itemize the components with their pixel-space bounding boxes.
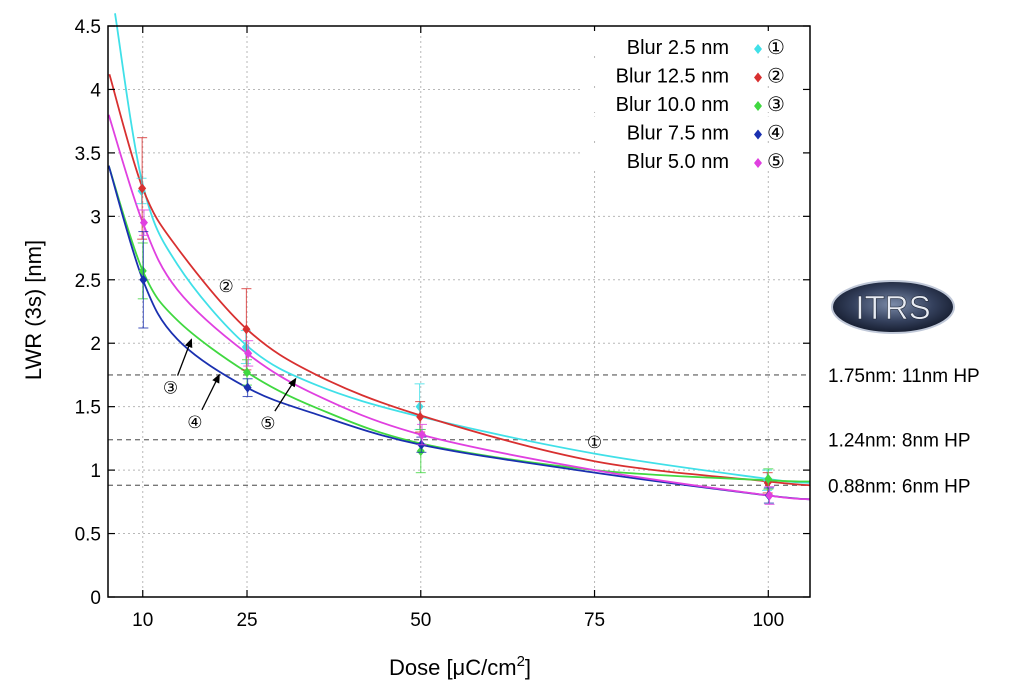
data-point-series-3 bbox=[138, 265, 147, 276]
reference-line-label: 1.75nm: 11nm HP bbox=[828, 366, 980, 387]
axis-ticks: 10 25 50 75 100 0 0.5 1 1.5 2 2.5 3 3.5 4 4.5 bbox=[75, 17, 810, 631]
legend-marker: ① bbox=[767, 37, 785, 59]
legend-label: Blur 2.5 nm bbox=[627, 37, 729, 59]
x-tick-label: 100 bbox=[752, 610, 784, 631]
data-point-series-5 bbox=[139, 217, 148, 228]
data-point-series-5 bbox=[244, 348, 253, 359]
legend: Blur 2.5 nm ① Blur 12.5 nm ② Blur 10.0 nm ③ Bl… bbox=[582, 31, 800, 173]
callout-label: ⑤ bbox=[260, 414, 275, 433]
data-point-series-2 bbox=[138, 183, 147, 194]
y-tick-label: 3 bbox=[90, 207, 101, 228]
itrs-logo: ITRS bbox=[831, 280, 955, 334]
data-points bbox=[136, 137, 775, 505]
callout-label: ① bbox=[587, 433, 602, 452]
reference-line-label: 0.88nm: 6nm HP bbox=[828, 476, 971, 497]
legend-background bbox=[582, 59, 800, 84]
fit-curve-series-4 bbox=[107, 165, 811, 501]
x-tick-label: 75 bbox=[584, 610, 605, 631]
legend-swatch bbox=[754, 129, 762, 140]
fit-curves bbox=[107, 13, 811, 501]
x-axis-label: Dose [μC/cm2] bbox=[389, 653, 531, 680]
y-tick-label: 2.5 bbox=[75, 271, 101, 292]
legend-label: Blur 12.5 nm bbox=[616, 66, 729, 88]
legend-background bbox=[582, 145, 800, 169]
y-tick-label: 3.5 bbox=[75, 144, 101, 165]
x-tick-label: 50 bbox=[410, 610, 431, 631]
reference-line-label: 1.24nm: 8nm HP bbox=[828, 431, 971, 452]
y-tick-label: 2 bbox=[90, 334, 101, 355]
y-tick-label: 0.5 bbox=[75, 525, 101, 546]
callout-label: ③ bbox=[163, 379, 178, 398]
legend-background bbox=[582, 116, 800, 141]
data-point-series-5 bbox=[765, 490, 774, 501]
legend-swatch bbox=[754, 101, 762, 111]
x-tick-label: 25 bbox=[236, 610, 257, 631]
legend-marker: ⑤ bbox=[767, 151, 785, 173]
legend-label: Blur 5.0 nm bbox=[627, 151, 729, 173]
data-point-series-3 bbox=[416, 446, 425, 457]
data-point-series-2 bbox=[242, 324, 251, 335]
legend-swatch bbox=[754, 44, 762, 54]
data-point-series-4 bbox=[139, 274, 148, 285]
annotations: ② ① ③④ ⑤ bbox=[163, 277, 602, 452]
y-tick-label: 4.5 bbox=[75, 17, 101, 38]
data-point-series-3 bbox=[243, 367, 252, 378]
callout-arrow bbox=[274, 377, 297, 412]
legend-marker: ② bbox=[767, 66, 785, 88]
y-tick-label: 4 bbox=[90, 80, 101, 101]
callout-arrow bbox=[176, 338, 193, 376]
legend-marker: ④ bbox=[767, 123, 785, 145]
reference-lines: 1.75nm: 11nm HP 1.24nm: 8nm HP 0.88nm: 6nm… bbox=[108, 366, 980, 497]
legend-background bbox=[582, 31, 800, 55]
fit-curve-series-5 bbox=[107, 114, 811, 501]
y-tick-label: 0 bbox=[90, 588, 101, 609]
data-point-series-5 bbox=[417, 429, 426, 440]
plot-frame bbox=[107, 25, 811, 598]
fit-curve-series-2 bbox=[108, 73, 811, 487]
y-tick-label: 1 bbox=[90, 461, 101, 482]
callout-arrow bbox=[201, 373, 220, 411]
data-point-series-4 bbox=[243, 382, 252, 393]
legend-label: Blur 7.5 nm bbox=[627, 123, 729, 145]
callout-label: ④ bbox=[187, 413, 202, 432]
fit-curve-series-3 bbox=[107, 165, 811, 483]
itrs-logo-text: ITRS bbox=[855, 289, 930, 326]
legend-marker: ③ bbox=[767, 94, 785, 116]
legend-background bbox=[582, 88, 800, 112]
y-tick-label: 1.5 bbox=[75, 398, 101, 419]
legend-swatch bbox=[754, 158, 762, 168]
legend-swatch bbox=[754, 72, 762, 83]
x-tick-label: 10 bbox=[132, 610, 153, 631]
callout-label: ② bbox=[219, 277, 234, 296]
legend-label: Blur 10.0 nm bbox=[616, 94, 729, 116]
data-point-series-1 bbox=[415, 401, 424, 412]
y-axis-label: LWR (3s) [nm] bbox=[21, 240, 46, 380]
data-point-series-3 bbox=[764, 473, 773, 484]
data-point-series-2 bbox=[416, 411, 425, 422]
